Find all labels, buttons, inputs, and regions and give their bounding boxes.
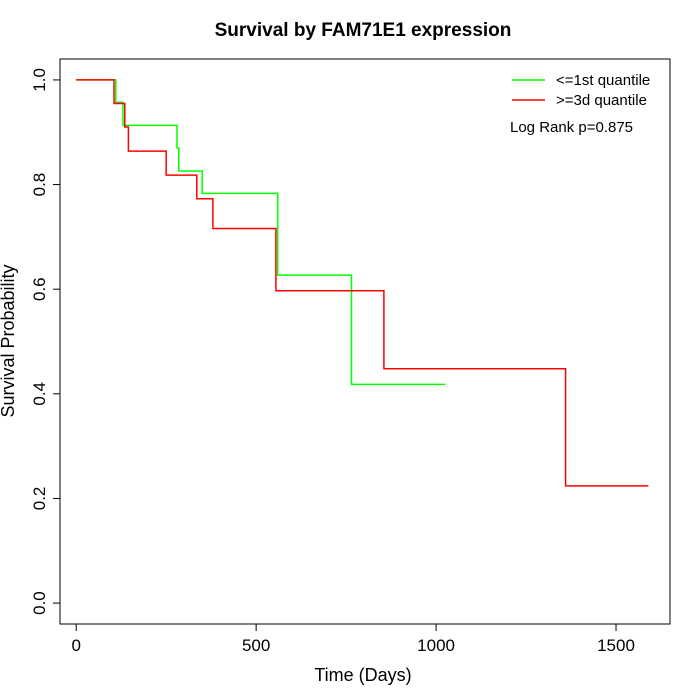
x-tick-label: 1000 (417, 636, 455, 655)
y-tick-label: 1.0 (30, 68, 49, 92)
plot-frame (60, 59, 670, 624)
x-tick-label: 500 (242, 636, 270, 655)
legend: <=1st quantile >=3d quantile (512, 72, 650, 109)
legend-label-1: >=3d quantile (556, 92, 647, 109)
x-axis-title: Time (Days) (314, 665, 411, 685)
y-tick-label: 0.6 (30, 277, 49, 301)
series-line-1 (76, 80, 648, 486)
x-tick-label: 0 (71, 636, 80, 655)
y-tick-label: 0.0 (30, 591, 49, 615)
series-line-0 (76, 80, 445, 385)
y-tick-label: 0.2 (30, 487, 49, 511)
x-axis: 0 500 1000 1500 (71, 624, 634, 655)
legend-label-0: <=1st quantile (556, 72, 650, 89)
series-layer (76, 80, 648, 486)
y-tick-label: 0.4 (30, 382, 49, 406)
x-tick-label: 1500 (597, 636, 635, 655)
log-rank-annotation: Log Rank p=0.875 (510, 119, 633, 136)
y-tick-label: 0.8 (30, 173, 49, 197)
y-axis: 0.0 0.2 0.4 0.6 0.8 1.0 (30, 68, 60, 615)
chart-title: Survival by FAM71E1 expression (215, 20, 512, 41)
y-axis-title: Survival Probability (0, 264, 18, 417)
